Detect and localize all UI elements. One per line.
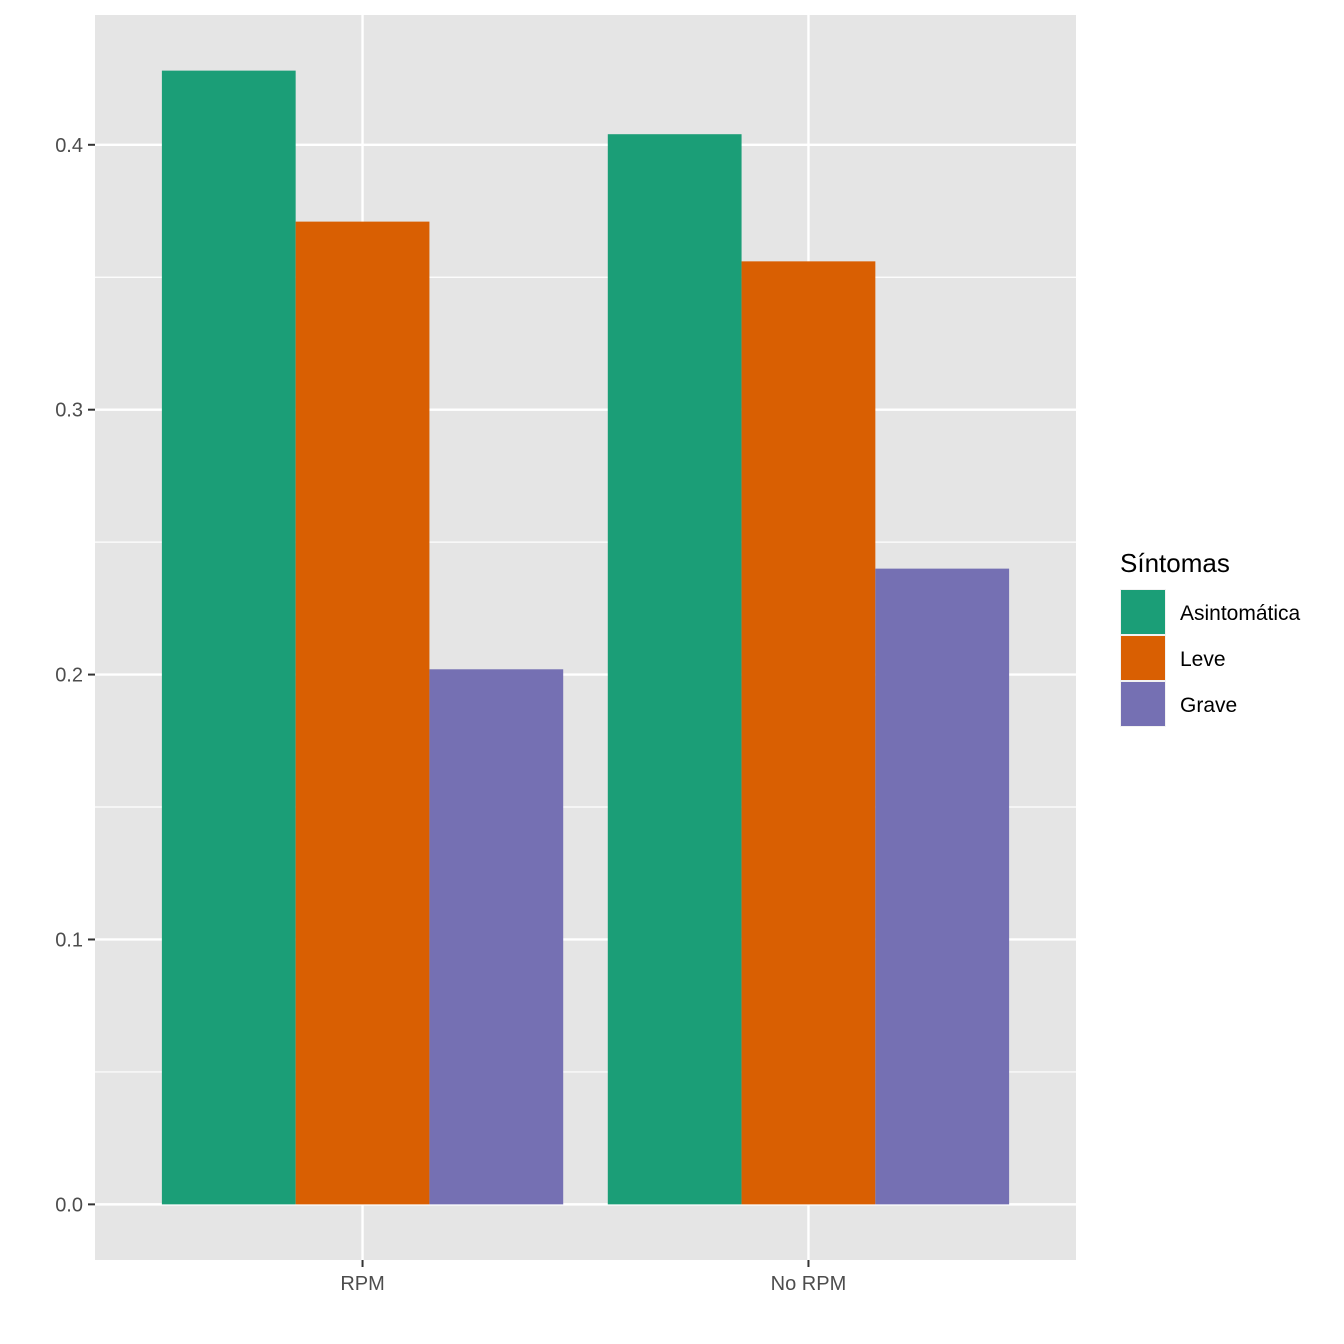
bar: [607, 134, 742, 1205]
y-tick-label: 0.4: [55, 135, 83, 157]
legend-label: Asintomática: [1180, 602, 1301, 625]
legend-swatch: [1121, 636, 1165, 680]
bars: [161, 70, 1010, 1205]
bar: [875, 568, 1010, 1205]
legend-label: Leve: [1180, 648, 1226, 671]
y-tick-label: 0.0: [55, 1194, 83, 1216]
legend-title: Síntomas: [1120, 548, 1230, 578]
bar: [295, 221, 430, 1205]
x-axis: RPM No RPM: [340, 1260, 846, 1295]
y-tick-label: 0.3: [55, 400, 83, 422]
bar: [161, 70, 296, 1205]
legend: Síntomas Asintomática Leve Grave: [1120, 548, 1301, 727]
y-axis: 0.0 0.1 0.2 0.3 0.4: [55, 135, 95, 1216]
legend-label: Grave: [1180, 694, 1237, 717]
bar: [741, 261, 876, 1205]
x-tick-label: RPM: [340, 1273, 384, 1295]
y-tick-label: 0.2: [55, 665, 83, 687]
legend-swatch: [1121, 590, 1165, 634]
bar: [429, 669, 564, 1205]
y-tick-label: 0.1: [55, 929, 83, 951]
legend-swatch: [1121, 682, 1165, 726]
x-tick-label: No RPM: [771, 1273, 847, 1295]
